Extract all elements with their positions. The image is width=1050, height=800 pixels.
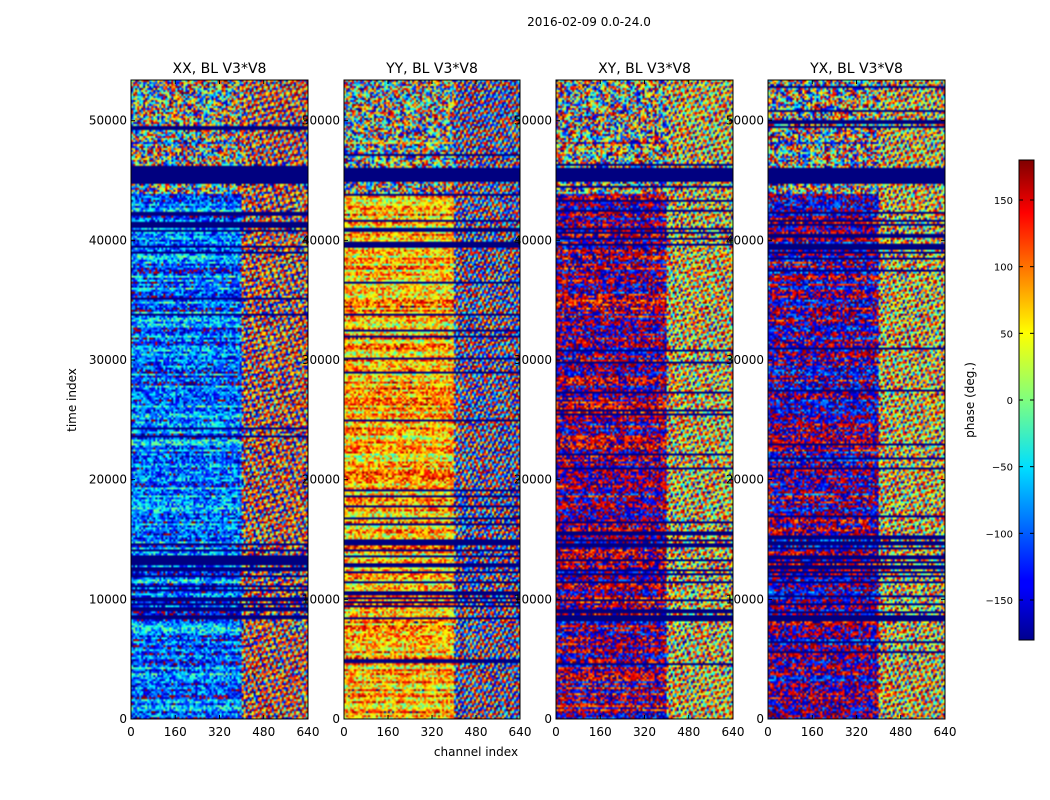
y-tick-label-0-3: 30000 [89, 353, 127, 367]
x-tick-label-0-0: 0 [127, 725, 135, 739]
x-tick-label-0-3: 480 [252, 725, 275, 739]
x-tick-label-3-0: 0 [764, 725, 772, 739]
colorbar-tick-label-6: 150 [994, 196, 1013, 207]
y-tick-label-0-0: 0 [119, 712, 127, 726]
y-tick-label-3-5: 50000 [726, 114, 764, 128]
x-tick-label-2-3: 480 [677, 725, 700, 739]
colorbar: −150 −100 −50 0 50 100 150 [986, 159, 1035, 641]
panel-1: YY, BL V3*V8 0 160 320 480 640 0 10000 20000 3000… [302, 61, 532, 739]
x-tick-label-0-4: 640 [297, 725, 320, 739]
y-tick-label-2-0: 0 [544, 712, 552, 726]
panel-0: XX, BL V3*V8 0 160 320 480 640 0 10000 20000 3000… [89, 61, 320, 739]
y-tick-label-2-2: 20000 [514, 473, 552, 487]
colorbar-tick-label-3: 0 [1007, 396, 1013, 407]
y-tick-label-3-1: 10000 [726, 592, 764, 606]
colorbar-tick-label-2: −50 [992, 463, 1013, 474]
suptitle: 2016-02-09 0.0-24.0 [527, 15, 651, 29]
y-tick-label-1-1: 10000 [302, 592, 340, 606]
y-tick-label-1-5: 50000 [302, 114, 340, 128]
x-axis-label: channel index [434, 745, 518, 759]
colorbar-gradient [1019, 160, 1034, 640]
y-axis-label: time index [65, 368, 79, 432]
x-tick-label-1-2: 320 [421, 725, 444, 739]
y-tick-label-3-2: 20000 [726, 473, 764, 487]
y-tick-label-2-1: 10000 [514, 592, 552, 606]
panel-title-0: XX, BL V3*V8 [173, 61, 267, 77]
colorbar-tick-label-5: 100 [994, 263, 1013, 274]
panel-title-3: YX, BL V3*V8 [809, 61, 903, 77]
x-tick-label-1-3: 480 [465, 725, 488, 739]
x-tick-label-3-1: 160 [801, 725, 824, 739]
panel-3: YX, BL V3*V8 0 160 320 480 640 0 10000 20000 3000… [726, 61, 957, 739]
y-tick-label-1-2: 20000 [302, 473, 340, 487]
y-tick-label-1-4: 40000 [302, 233, 340, 247]
panel-title-2: XY, BL V3*V8 [598, 61, 691, 77]
y-tick-label-3-4: 40000 [726, 233, 764, 247]
y-tick-label-2-5: 50000 [514, 114, 552, 128]
x-tick-label-1-4: 640 [509, 725, 532, 739]
x-tick-label-1-0: 0 [340, 725, 348, 739]
heatmap-image-0 [131, 80, 308, 719]
y-tick-label-2-3: 30000 [514, 353, 552, 367]
y-tick-label-3-0: 0 [756, 712, 764, 726]
x-tick-label-2-1: 160 [589, 725, 612, 739]
y-tick-label-2-4: 40000 [514, 233, 552, 247]
heatmap-image-2 [556, 80, 733, 719]
x-tick-label-2-2: 320 [633, 725, 656, 739]
y-tick-label-1-3: 30000 [302, 353, 340, 367]
x-tick-label-3-4: 640 [934, 725, 957, 739]
y-tick-label-0-5: 50000 [89, 114, 127, 128]
colorbar-tick-label-1: −100 [986, 529, 1013, 540]
colorbar-tick-label-4: 50 [1000, 329, 1013, 340]
y-tick-label-0-1: 10000 [89, 592, 127, 606]
panel-2: XY, BL V3*V8 0 160 320 480 640 0 10000 20000 3000… [514, 61, 745, 739]
x-tick-label-2-0: 0 [552, 725, 560, 739]
x-tick-label-0-1: 160 [164, 725, 187, 739]
panel-title-1: YY, BL V3*V8 [385, 61, 478, 77]
colorbar-label: phase (deg.) [963, 362, 977, 438]
colorbar-tick-label-0: −150 [986, 596, 1013, 607]
heatmap-image-3 [768, 80, 945, 719]
x-tick-label-2-4: 640 [722, 725, 745, 739]
x-tick-label-0-2: 320 [208, 725, 231, 739]
y-tick-label-3-3: 30000 [726, 353, 764, 367]
x-tick-label-3-3: 480 [889, 725, 912, 739]
y-tick-label-0-2: 20000 [89, 473, 127, 487]
y-tick-label-0-4: 40000 [89, 233, 127, 247]
x-tick-label-3-2: 320 [845, 725, 868, 739]
y-tick-label-1-0: 0 [332, 712, 340, 726]
panels: XX, BL V3*V8 0 160 320 480 640 0 10000 20000 3000… [89, 61, 957, 739]
x-tick-label-1-1: 160 [377, 725, 400, 739]
heatmap-image-1 [344, 80, 520, 719]
